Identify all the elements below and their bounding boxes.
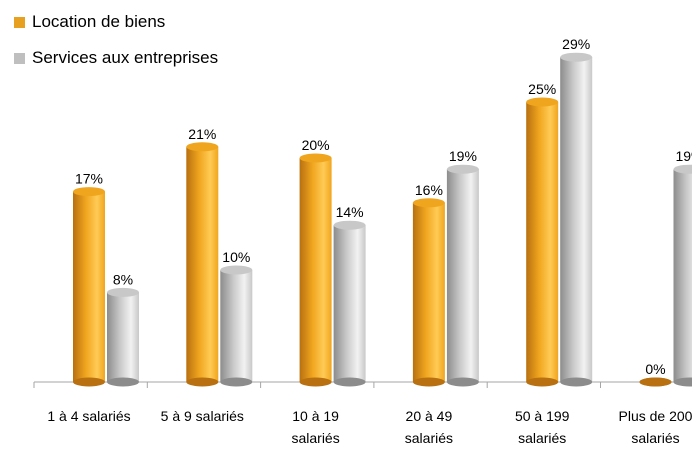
bar (560, 57, 592, 382)
bar (186, 147, 218, 382)
bar-top (560, 53, 592, 62)
category-label: 20 à 49 (406, 408, 453, 424)
data-label: 10% (222, 249, 250, 265)
data-label: 19% (449, 148, 477, 164)
data-label: 21% (188, 126, 216, 142)
bar-base (413, 378, 445, 387)
bar (447, 169, 479, 382)
bar-top (640, 378, 672, 387)
bar-top (186, 142, 218, 151)
bar (107, 292, 139, 382)
category-label: salariés (631, 430, 679, 446)
category-label: 10 à 19 (292, 408, 339, 424)
data-label: 8% (113, 271, 133, 287)
bar-top (107, 288, 139, 297)
data-label: 16% (415, 182, 443, 198)
bar-top (300, 154, 332, 163)
bar-base (186, 378, 218, 387)
bar-top (447, 165, 479, 174)
bar-base (560, 378, 592, 387)
bar-top (413, 198, 445, 207)
bar-top (73, 187, 105, 196)
data-label: 25% (528, 81, 556, 97)
data-label: 19% (675, 148, 692, 164)
bar-top (334, 221, 366, 230)
bar (526, 102, 558, 382)
data-label: 17% (75, 171, 103, 187)
bar-base (526, 378, 558, 387)
bar (220, 270, 252, 382)
data-label: 29% (562, 36, 590, 52)
bar-base (73, 378, 105, 387)
category-label: 50 à 199 (515, 408, 570, 424)
data-label: 14% (336, 204, 364, 220)
bar (73, 192, 105, 382)
bar (334, 225, 366, 382)
bar-base (220, 378, 252, 387)
bar-top (220, 266, 252, 275)
data-label: 0% (645, 361, 665, 377)
bar-base (447, 378, 479, 387)
category-label: salariés (518, 430, 566, 446)
category-label: salariés (291, 430, 339, 446)
bar (674, 169, 692, 382)
bar-base (300, 378, 332, 387)
category-label: Plus de 200 (619, 408, 692, 424)
bar (300, 158, 332, 382)
bar-top (526, 98, 558, 107)
bar (413, 203, 445, 382)
category-label: salariés (405, 430, 453, 446)
bar-base (334, 378, 366, 387)
data-label: 20% (302, 137, 330, 153)
category-label: 1 à 4 salariés (47, 408, 130, 424)
bar-base (107, 378, 139, 387)
category-label: 5 à 9 salariés (161, 408, 244, 424)
